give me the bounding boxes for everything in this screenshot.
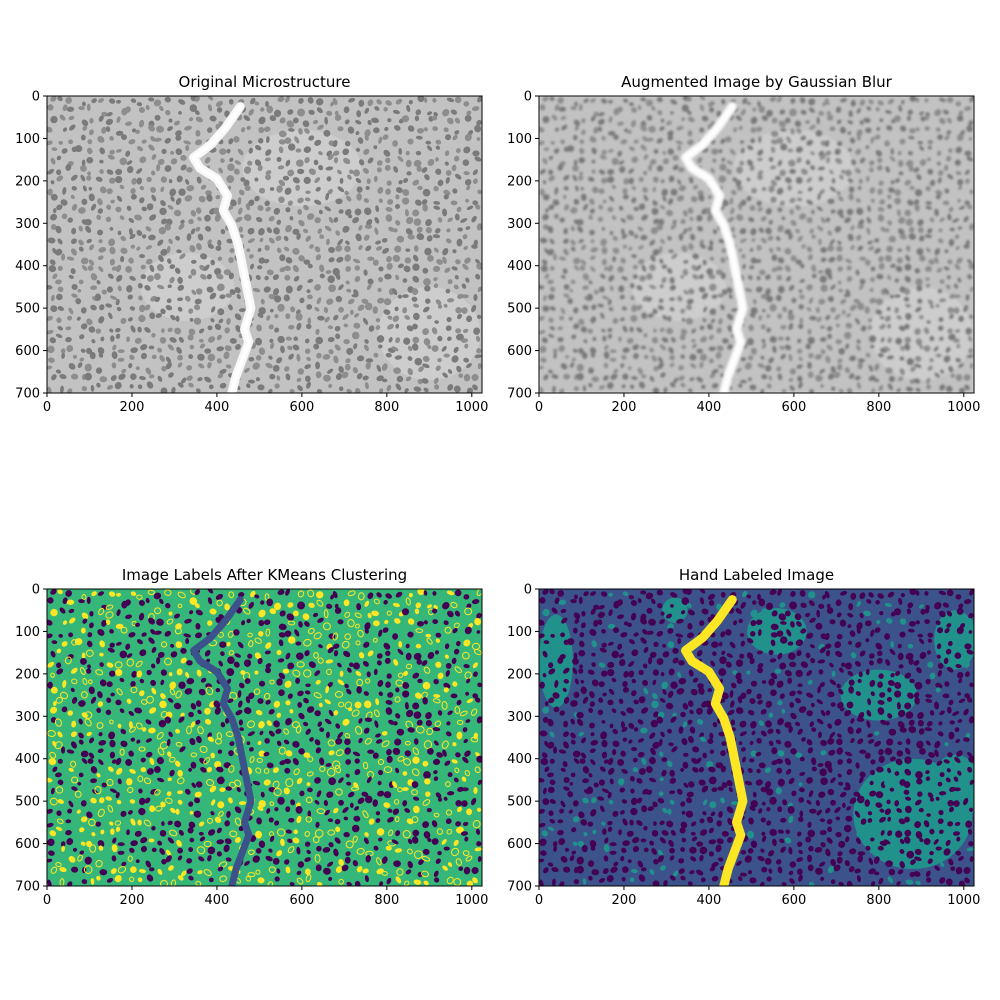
x-tick-label: 1000 (947, 893, 980, 908)
x-tick-label: 400 (205, 400, 230, 415)
y-tick-label: 100 (507, 132, 532, 147)
y-tick-label: 400 (507, 752, 532, 767)
x-tick-label: 800 (374, 893, 399, 908)
y-tick-label: 500 (15, 795, 40, 810)
y-tick-label: 400 (507, 259, 532, 274)
panel-hand: Hand Labeled Image 0 200 400 600 800 1000 0 100… (507, 566, 981, 908)
x-tick-label: 200 (120, 400, 145, 415)
y-tick-label: 300 (507, 710, 532, 725)
y-tick-label: 0 (32, 583, 40, 598)
y-tick-label: 0 (524, 583, 532, 598)
y-tick-label: 600 (15, 344, 40, 359)
x-tick-label: 600 (781, 893, 806, 908)
y-tick-label: 200 (15, 667, 40, 682)
panel-title: Original Microstructure (179, 73, 351, 91)
y-tick-label: 400 (15, 259, 40, 274)
x-tick-label: 200 (612, 400, 637, 415)
panel-original: Original Microstructure 0 200 400 600 800 100… (15, 73, 488, 415)
x-tick-label: 1000 (455, 400, 488, 415)
y-tick-label: 400 (15, 752, 40, 767)
x-tick-label: 800 (866, 400, 891, 415)
x-tick-label: 0 (43, 400, 51, 415)
x-tick-label: 200 (120, 893, 145, 908)
y-tick-label: 700 (507, 387, 532, 402)
x-tick-label: 800 (866, 893, 891, 908)
panel-title: Augmented Image by Gaussian Blur (621, 73, 892, 91)
x-tick-label: 600 (289, 893, 314, 908)
x-tick-label: 200 (612, 893, 637, 908)
x-tick-label: 0 (535, 400, 543, 415)
y-tick-label: 100 (507, 625, 532, 640)
panel-kmeans: Image Labels After KMeans Clustering 0 20… (15, 566, 488, 908)
x-tick-label: 400 (697, 893, 722, 908)
y-tick-label: 700 (15, 387, 40, 402)
x-tick-label: 0 (43, 893, 51, 908)
x-tick-label: 400 (697, 400, 722, 415)
y-tick-label: 700 (507, 880, 532, 895)
y-tick-label: 500 (15, 302, 40, 317)
y-tick-label: 200 (507, 667, 532, 682)
y-tick-label: 300 (507, 217, 532, 232)
y-tick-label: 600 (507, 837, 532, 852)
x-tick-label: 400 (205, 893, 230, 908)
x-tick-label: 800 (374, 400, 399, 415)
x-tick-label: 1000 (947, 400, 980, 415)
panel-blurred: Augmented Image by Gaussian Blur 0 200 400… (507, 73, 980, 415)
y-tick-label: 200 (15, 174, 40, 189)
y-tick-label: 0 (32, 90, 40, 105)
y-tick-label: 0 (524, 90, 532, 105)
y-tick-label: 200 (507, 174, 532, 189)
x-tick-label: 600 (781, 400, 806, 415)
y-tick-label: 300 (15, 217, 40, 232)
panel-title: Image Labels After KMeans Clustering (122, 566, 407, 584)
x-tick-label: 0 (535, 893, 543, 908)
y-tick-label: 100 (15, 625, 40, 640)
y-tick-label: 500 (507, 302, 532, 317)
y-tick-label: 600 (15, 837, 40, 852)
x-tick-label: 1000 (455, 893, 488, 908)
y-tick-label: 300 (15, 710, 40, 725)
panel-title: Hand Labeled Image (679, 566, 834, 584)
y-tick-label: 600 (507, 344, 532, 359)
y-tick-label: 700 (15, 880, 40, 895)
y-tick-label: 100 (15, 132, 40, 147)
x-tick-label: 600 (289, 400, 314, 415)
y-tick-label: 500 (507, 795, 532, 810)
